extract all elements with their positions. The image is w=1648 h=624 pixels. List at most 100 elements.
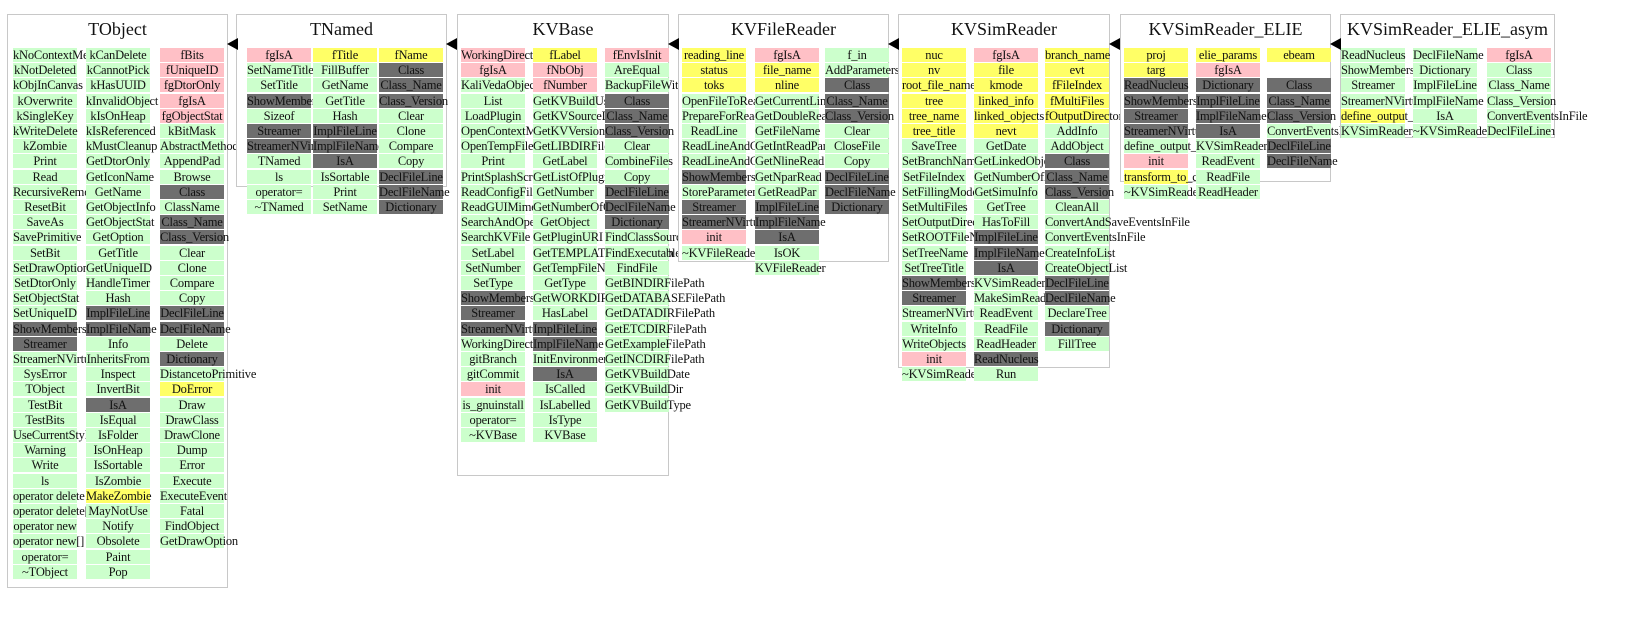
member-fillbuffer: FillBuffer xyxy=(313,63,377,78)
member-workingdirectory: WorkingDirectory xyxy=(461,48,550,62)
member-delete: Delete xyxy=(160,336,224,351)
member-proj: proj xyxy=(1124,48,1188,62)
member-tree-name: tree_name xyxy=(902,108,966,123)
member-kinvalidobject: kInvalidObject xyxy=(86,93,159,108)
member-fgisa: fgIsA xyxy=(974,48,1038,62)
member-print: Print xyxy=(313,184,377,199)
member-getkvsourcedir: GetKVSourceDir xyxy=(533,108,618,123)
member-class: Class xyxy=(1487,63,1551,78)
member-getlibdirfilepath: GetLIBDIRFilePath xyxy=(533,139,631,154)
member-getnparread: GetNparRead xyxy=(755,169,822,184)
member-obsolete: Obsolete xyxy=(86,534,150,549)
member-notify: Notify xyxy=(86,519,150,534)
member-tnamed: TNamed xyxy=(247,154,311,169)
member-executeevent: ExecuteEvent xyxy=(160,488,228,503)
member-isa: IsA xyxy=(1196,124,1260,138)
member-getoption: GetOption xyxy=(86,230,150,245)
member-define-output-filename: define_output_filename xyxy=(1124,139,1240,154)
class-title: KVBase xyxy=(532,19,594,39)
member-getdrawoption: GetDrawOption xyxy=(160,534,238,549)
member-class-version: Class_Version xyxy=(1045,184,1114,199)
member-showmembers: ShowMembers xyxy=(247,93,321,108)
member-copy: Copy xyxy=(379,154,443,169)
member-operator: operator= xyxy=(461,412,525,427)
member-findexecutable: FindExecutable xyxy=(605,245,681,260)
member-streamernvirtual: StreamerNVirtual xyxy=(682,215,768,230)
member-init: init xyxy=(1124,154,1188,169)
member-gitcommit: gitCommit xyxy=(461,367,525,382)
member-implfilename: ImplFileName xyxy=(1413,93,1484,108)
member-streamer: Streamer xyxy=(1341,78,1405,93)
member-sizeof: Sizeof xyxy=(247,108,311,123)
member-isa: IsA xyxy=(533,367,597,382)
member-createobjectlist: CreateObjectList xyxy=(1045,260,1128,275)
member-hash: Hash xyxy=(313,108,377,123)
member-kisreferenced: kIsReferenced xyxy=(86,124,156,138)
member-file-name: file_name xyxy=(755,63,819,78)
member-getnlineread: GetNlineRead xyxy=(755,154,825,169)
inheritance-arrow xyxy=(227,38,238,50)
member-getbindirfilepath: GetBINDIRFilePath xyxy=(605,276,705,290)
class-box-tobject: TObject kNoContextMenu kNotDeleted kObjInCa… xyxy=(7,14,257,588)
member-readevent: ReadEvent xyxy=(974,306,1038,321)
member-implfileline: ImplFileLine xyxy=(1413,78,1477,93)
class-title: TObject xyxy=(88,19,147,39)
member-settype: SetType xyxy=(461,276,525,290)
member-fgobjectstat: fgObjectStat xyxy=(160,108,224,123)
member-class-version: Class_Version xyxy=(1267,108,1336,123)
member-getobject: GetObject xyxy=(533,215,597,230)
member-dictionary: Dictionary xyxy=(1413,63,1477,78)
member-tobject: TObject xyxy=(13,382,77,397)
member-streamer: Streamer xyxy=(247,124,311,138)
member-savetree: SaveTree xyxy=(902,139,966,154)
member-getdtoronly: GetDtorOnly xyxy=(86,154,150,169)
member-inspect: Inspect xyxy=(86,367,150,382)
member-draw: Draw xyxy=(160,397,224,412)
member-class: Class xyxy=(605,93,669,108)
member-implfilename: ImplFileName xyxy=(755,215,826,230)
class-box-kvsimreader-elie-asym: KVSimReader_ELIE_asym ReadNucleus ShowMemb… xyxy=(1340,14,1588,138)
member-dictionary: Dictionary xyxy=(605,215,669,230)
member-nevt: nevt xyxy=(974,124,1038,138)
member-declfileline: DeclFileLine xyxy=(160,306,224,321)
inheritance-arrow xyxy=(888,38,899,50)
member-setdtoronly: SetDtorOnly xyxy=(13,276,77,290)
inheritance-arrow xyxy=(668,38,679,50)
member-settitle: SetTitle xyxy=(247,78,311,93)
member-readguimimetypes: ReadGUIMimeTypes xyxy=(461,200,566,214)
member-makesimreader: MakeSimReader xyxy=(974,291,1056,306)
member-kvsimreader: ~KVSimReader xyxy=(902,367,980,382)
member-findfile: FindFile xyxy=(605,260,669,275)
member-print: Print xyxy=(13,154,77,169)
member-getkvversion: GetKVVersion xyxy=(533,124,605,138)
member-filltree: FillTree xyxy=(1045,336,1109,351)
member-getsimuinfo: GetSimuInfo xyxy=(974,184,1038,199)
member-kvbase: KVBase xyxy=(533,428,597,442)
member-getreadpar: GetReadPar xyxy=(755,184,819,199)
member-evt: evt xyxy=(1045,63,1109,78)
member-print: Print xyxy=(461,154,525,169)
member-addobject: AddObject xyxy=(1045,139,1109,154)
member-readlineandcheck: ReadLineAndCheck xyxy=(682,154,781,169)
member-linked-objects: linked_objects xyxy=(974,108,1045,123)
member-hastofill: HasToFill xyxy=(974,215,1038,230)
member-streamernvirtual: StreamerNVirtual xyxy=(247,139,333,154)
member-getobjectinfo: GetObjectInfo xyxy=(86,200,156,214)
member-getlabel: GetLabel xyxy=(533,154,597,169)
member-clone: Clone xyxy=(160,260,224,275)
member-info: Info xyxy=(86,336,150,351)
member-nline: nline xyxy=(755,78,819,93)
member-declfileline: DeclFileLine xyxy=(1487,124,1551,138)
inheritance-arrow xyxy=(1109,38,1120,50)
member-getcurrentline: GetCurrentLine xyxy=(755,93,832,108)
member-operator-new: operator new[] xyxy=(13,534,85,549)
member-kwritedelete: kWriteDelete xyxy=(13,124,78,138)
member-copy: Copy xyxy=(160,291,224,306)
member-getdoublereadpar: GetDoubleReadPar xyxy=(755,108,849,123)
inheritance-arrow xyxy=(446,38,457,50)
member-kvsimreader-elie-asym: ~KVSimReader_ELIE_asym xyxy=(1413,124,1555,138)
member-distancetoprimitive: DistancetoPrimitive xyxy=(160,367,257,382)
member-clone: Clone xyxy=(379,124,443,138)
member-ls: ls xyxy=(13,473,77,488)
member-init: init xyxy=(682,230,746,245)
